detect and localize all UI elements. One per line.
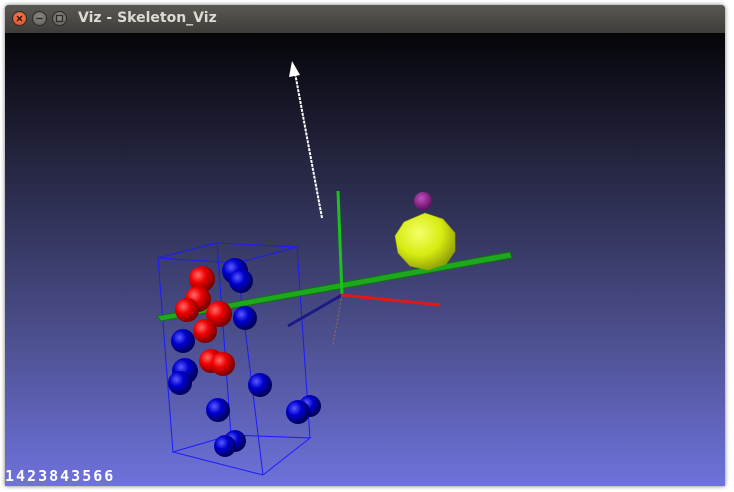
minimize-window-button[interactable] — [32, 11, 47, 26]
x-axis — [341, 293, 441, 307]
frame-counter: 1423843566 — [5, 467, 116, 485]
viz-window: Viz - Skeleton_Viz — [5, 5, 725, 486]
maximize-window-button[interactable] — [52, 11, 67, 26]
z-axis — [287, 293, 343, 328]
skeleton-joints — [168, 258, 321, 457]
joint-red — [189, 266, 215, 292]
y-axis — [336, 190, 344, 296]
joint-blue — [168, 371, 192, 395]
joint-blue — [233, 306, 257, 330]
joint-blue — [248, 373, 272, 397]
dashed-axis — [332, 294, 343, 346]
joint-red — [211, 352, 235, 376]
direction-arrow — [289, 61, 323, 219]
window-title: Viz - Skeleton_Viz — [78, 10, 217, 26]
joint-blue — [286, 400, 310, 424]
maximize-icon — [55, 14, 64, 23]
joint-red — [193, 319, 217, 343]
joint-blue — [206, 398, 230, 422]
joint-blue — [229, 269, 253, 293]
joint-red — [206, 301, 232, 327]
joint-blue — [171, 329, 195, 353]
joint-blue — [214, 435, 236, 457]
3d-viewport[interactable]: 1423843566 — [5, 33, 725, 486]
bounding-box — [157, 242, 312, 476]
scene-canvas[interactable] — [5, 33, 725, 486]
joint-red — [175, 298, 199, 322]
yellow-ellipsoid — [394, 212, 456, 271]
purple-head-sphere — [414, 192, 432, 210]
close-window-button[interactable] — [12, 11, 27, 26]
close-icon — [16, 15, 23, 22]
title-bar[interactable]: Viz - Skeleton_Viz — [5, 5, 725, 33]
minimize-icon — [36, 17, 43, 20]
